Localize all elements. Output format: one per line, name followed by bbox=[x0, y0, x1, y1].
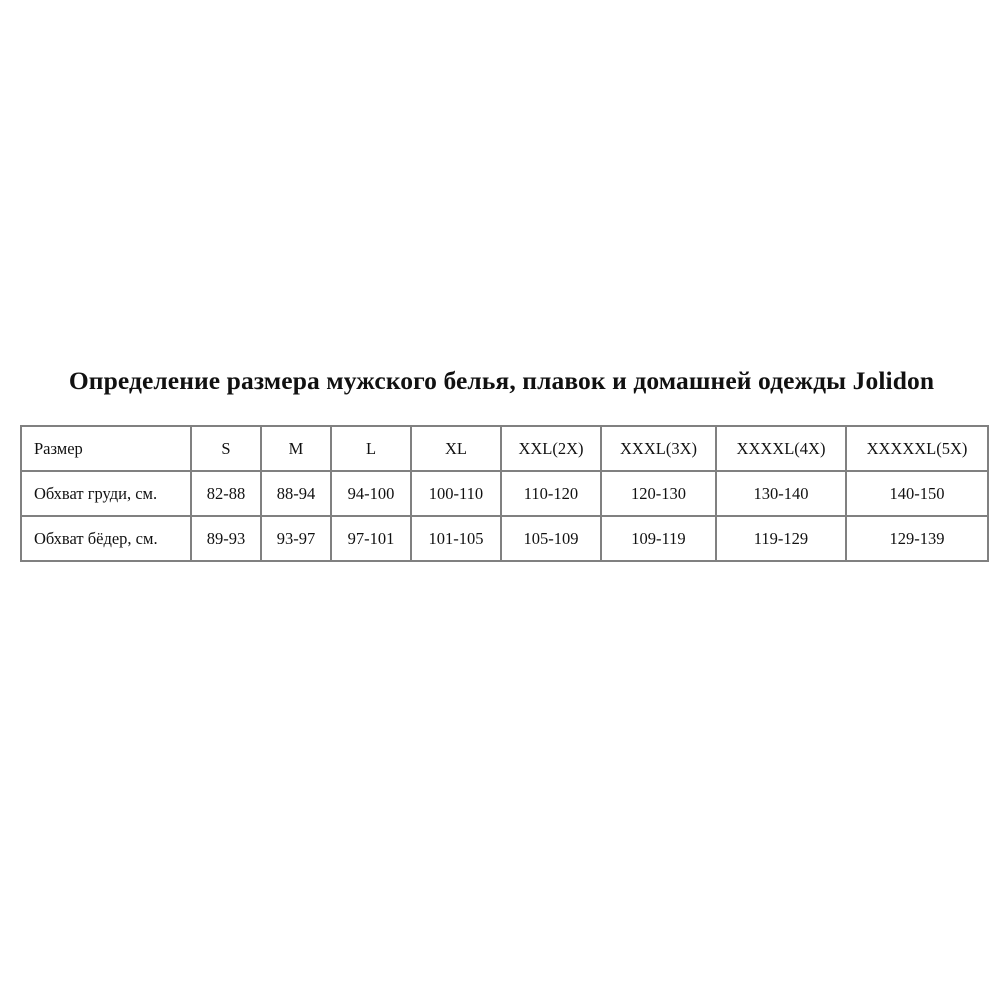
table-cell: 93-97 bbox=[260, 515, 332, 562]
table-cell: 97-101 bbox=[330, 515, 412, 562]
table-cell: 105-109 bbox=[500, 515, 602, 562]
table-row: Обхват груди, см. 82-88 88-94 94-100 100… bbox=[20, 470, 989, 517]
row-label: Обхват груди, см. bbox=[20, 470, 192, 517]
header-cell: M bbox=[260, 425, 332, 472]
table-cell: 110-120 bbox=[500, 470, 602, 517]
table-cell: 89-93 bbox=[190, 515, 262, 562]
table-cell: 100-110 bbox=[410, 470, 502, 517]
header-cell: L bbox=[330, 425, 412, 472]
table-header-row: Размер S M L XL XXL(2X) XXXL(3X) XXXXL(4… bbox=[20, 425, 989, 472]
size-table: Размер S M L XL XXL(2X) XXXL(3X) XXXXL(4… bbox=[20, 425, 989, 562]
header-cell: XXXXXL(5X) bbox=[845, 425, 989, 472]
header-cell: XL bbox=[410, 425, 502, 472]
table-cell: 94-100 bbox=[330, 470, 412, 517]
header-cell: XXL(2X) bbox=[500, 425, 602, 472]
table-cell: 101-105 bbox=[410, 515, 502, 562]
header-cell: XXXL(3X) bbox=[600, 425, 717, 472]
table-cell: 129-139 bbox=[845, 515, 989, 562]
table-cell: 120-130 bbox=[600, 470, 717, 517]
header-cell: S bbox=[190, 425, 262, 472]
row-label: Обхват бёдер, см. bbox=[20, 515, 192, 562]
table-cell: 82-88 bbox=[190, 470, 262, 517]
header-cell: XXXXL(4X) bbox=[715, 425, 847, 472]
table-cell: 119-129 bbox=[715, 515, 847, 562]
table-cell: 140-150 bbox=[845, 470, 989, 517]
table-cell: 109-119 bbox=[600, 515, 717, 562]
page-title: Определение размера мужского белья, плав… bbox=[68, 366, 935, 395]
table-cell: 130-140 bbox=[715, 470, 847, 517]
table-row: Обхват бёдер, см. 89-93 93-97 97-101 101… bbox=[20, 515, 989, 562]
table-cell: 88-94 bbox=[260, 470, 332, 517]
header-cell: Размер bbox=[20, 425, 192, 472]
